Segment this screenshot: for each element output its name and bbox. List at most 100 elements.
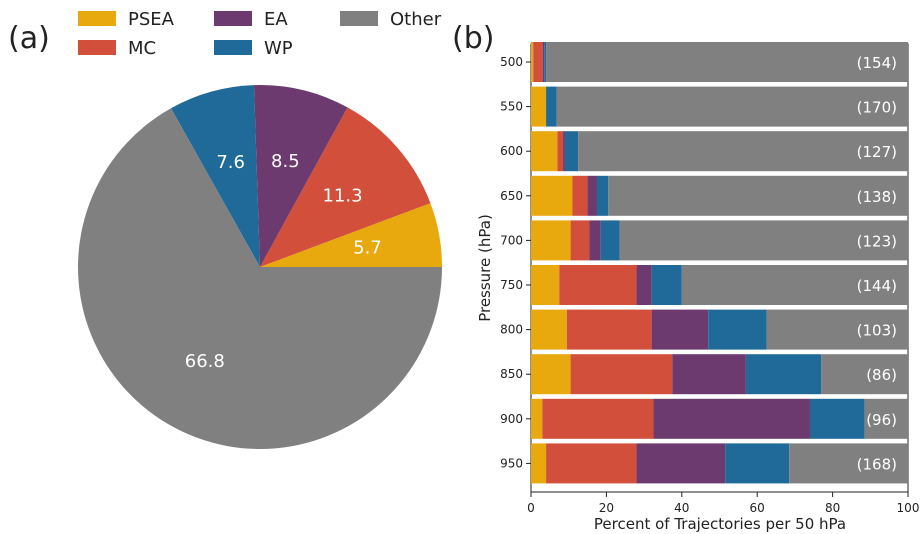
legend-label-mc: MC <box>128 38 156 59</box>
pie-slice-wp <box>170 85 260 267</box>
bar-segment-ea-600 <box>563 131 565 172</box>
bar-segment-other-900 <box>864 398 908 439</box>
y-axis-label: Pressure (hPa) <box>476 214 494 322</box>
bar-segment-wp-850 <box>745 354 822 395</box>
legend-swatch-mc <box>78 40 116 55</box>
y-tick-label-950: 950 <box>500 456 523 470</box>
bar-count-label-950: (168) <box>857 455 897 473</box>
bar-marks: (154) (170) (127) (138) (123) (144) (103) (86) (… <box>531 42 908 484</box>
pie-slice-psea <box>260 203 442 267</box>
bar-segment-mc-800 <box>566 309 652 350</box>
bar-segment-psea-750 <box>531 265 560 305</box>
bar-segment-other-600 <box>578 131 908 172</box>
y-tick-label-800: 800 <box>500 323 523 337</box>
y-tick-label-500: 500 <box>500 55 523 69</box>
bar-segment-ea-750 <box>636 265 652 305</box>
bar-count-label-500: (154) <box>857 54 897 72</box>
bar-segment-mc-850 <box>570 354 673 395</box>
y-tick-label-750: 750 <box>500 278 523 292</box>
pie-value-label-wp: 7.6 <box>216 152 245 173</box>
y-tick-label-600: 600 <box>500 144 523 158</box>
bar-segment-psea-800 <box>531 309 567 350</box>
bar-count-label-850: (86) <box>866 366 897 384</box>
pie-slice-mc <box>260 107 431 268</box>
x-tick-label-80: 80 <box>825 501 840 515</box>
legend-label-wp: WP <box>264 38 293 59</box>
bar-count-label-650: (138) <box>857 188 897 206</box>
x-tick-label-60: 60 <box>750 501 765 515</box>
bar-segment-other-850 <box>821 354 908 395</box>
legend-swatch-ea <box>214 11 252 26</box>
bar-segment-other-500 <box>546 42 908 82</box>
pie-chart: 5.7 11.3 8.5 7.6 66.8 <box>78 85 442 449</box>
x-tick-label-100: 100 <box>897 501 920 515</box>
bar-segment-psea-700 <box>531 220 571 261</box>
x-tick-label-20: 20 <box>599 501 614 515</box>
bar-count-label-550: (170) <box>857 99 897 117</box>
pie-value-label-other: 66.8 <box>185 351 225 372</box>
bar-count-label-600: (127) <box>857 143 897 161</box>
bar-segment-mc-650 <box>572 175 588 216</box>
bar-segment-ea-650 <box>587 175 597 216</box>
bar-segment-other-800 <box>766 309 908 350</box>
bar-segment-ea-800 <box>651 309 709 350</box>
pie-slice-other <box>78 108 442 449</box>
panel-b-label: (b) <box>452 21 494 56</box>
bar-segment-mc-700 <box>570 220 590 261</box>
legend-swatch-other <box>340 11 378 26</box>
bar-segment-mc-500 <box>533 42 543 82</box>
y-tick-label-900: 900 <box>500 412 523 426</box>
legend-label-ea: EA <box>264 9 288 30</box>
bar-segment-wp-800 <box>708 309 767 350</box>
legend-swatch-psea <box>78 11 116 26</box>
bar-segment-wp-950 <box>725 443 790 484</box>
bar-segment-other-750 <box>681 265 908 305</box>
stacked-bar-chart: (154) (170) (127) (138) (123) (144) (103) (86) (… <box>476 42 919 533</box>
bar-count-label-750: (144) <box>857 277 897 295</box>
x-tick-label-40: 40 <box>674 501 689 515</box>
legend-label-psea: PSEA <box>128 9 175 30</box>
bar-segment-mc-950 <box>546 443 637 484</box>
bar-count-label-800: (103) <box>857 322 897 340</box>
bar-segment-psea-600 <box>531 131 558 172</box>
bar-count-label-700: (123) <box>857 232 897 250</box>
y-tick-label-550: 550 <box>500 100 523 114</box>
bar-segment-wp-900 <box>809 398 865 439</box>
bar-segment-wp-550 <box>546 86 557 127</box>
bar-axis-ticks: 500 550 600 650 700 750 800 850 900 950 0 20 40 60 80 1… <box>500 55 919 515</box>
pie-legend: PSEA EA Other MC WP <box>78 9 442 59</box>
bar-segment-mc-750 <box>559 265 637 305</box>
bar-segment-other-950 <box>789 443 908 484</box>
bar-segment-ea-950 <box>636 443 726 484</box>
bar-segment-wp-600 <box>564 131 579 172</box>
bar-count-label-900: (96) <box>866 411 897 429</box>
pie-slice-ea <box>253 85 348 267</box>
bar-segment-wp-700 <box>600 220 620 261</box>
pie-value-label-mc: 11.3 <box>322 186 362 207</box>
bar-segment-ea-700 <box>589 220 601 261</box>
pie-value-label-psea: 5.7 <box>353 238 382 259</box>
bar-segment-wp-750 <box>651 265 682 305</box>
bar-segment-wp-650 <box>596 175 609 216</box>
bar-segment-other-700 <box>619 220 908 261</box>
bar-segment-other-650 <box>608 175 908 216</box>
bar-segment-psea-550 <box>531 86 547 127</box>
bar-segment-mc-600 <box>557 131 564 172</box>
bar-segment-psea-500 <box>531 42 534 82</box>
panel-a-label: (a) <box>8 21 50 56</box>
y-tick-label-650: 650 <box>500 189 523 203</box>
y-tick-label-850: 850 <box>500 367 523 381</box>
bar-segment-ea-900 <box>653 398 810 439</box>
bar-segment-ea-500 <box>542 42 545 82</box>
x-axis-label: Percent of Trajectories per 50 hPa <box>594 515 846 533</box>
bar-segment-other-550 <box>556 86 908 127</box>
legend-label-other: Other <box>390 9 442 30</box>
bar-segment-psea-900 <box>531 398 543 439</box>
bar-segment-psea-650 <box>531 175 573 216</box>
y-tick-label-700: 700 <box>500 233 523 247</box>
pie-value-label-ea: 8.5 <box>271 151 300 172</box>
bar-segment-wp-500 <box>544 42 547 82</box>
legend-swatch-wp <box>214 40 252 55</box>
x-tick-label-0: 0 <box>527 501 535 515</box>
